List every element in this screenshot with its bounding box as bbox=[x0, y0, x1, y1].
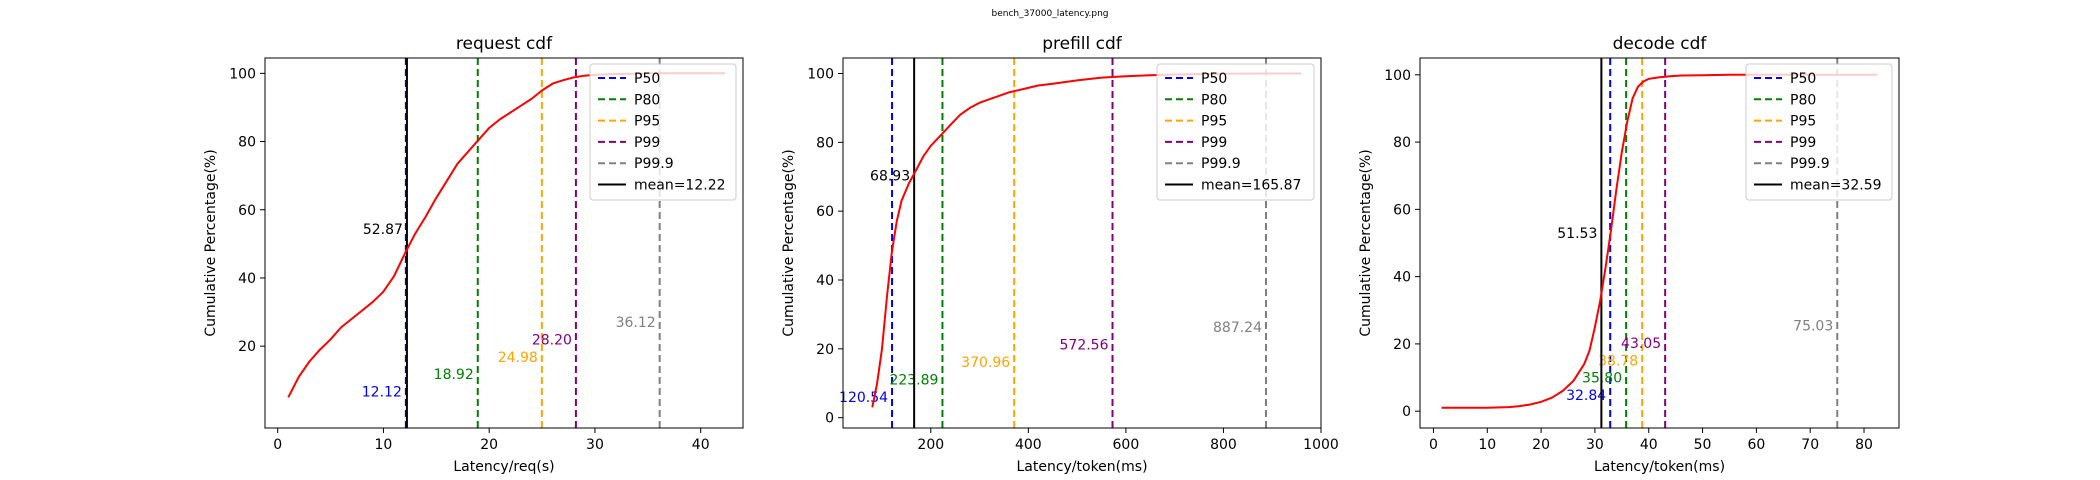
chart-request-cdf: request cdf 0 10 20 30 40 20 40 60 80 100 Latency/r… bbox=[203, 34, 744, 475]
legend-label-mean-165-87: mean=165.87 bbox=[1201, 178, 1301, 194]
cdf-line bbox=[1441, 73, 1878, 409]
percentile-label-p95: 370.96 bbox=[961, 355, 1010, 371]
legend-label-mean-32-59: mean=32.59 bbox=[1790, 178, 1882, 194]
legend-box bbox=[1156, 63, 1315, 201]
x-tick-label: 20 bbox=[1532, 437, 1550, 453]
y-tick-label: 40 bbox=[816, 273, 834, 289]
mean-value-label: 52.87 bbox=[363, 222, 403, 238]
x-tick-label: 10 bbox=[1478, 437, 1496, 453]
y-tick-label: 100 bbox=[807, 66, 834, 82]
legend-label-p99: P99 bbox=[1201, 135, 1227, 151]
legend-label-p95: P95 bbox=[1790, 114, 1816, 130]
figure-title: bench_37000_latency.png bbox=[991, 9, 1108, 19]
legend-label-p50: P50 bbox=[634, 71, 660, 87]
legend-label-mean-12-22: mean=12.22 bbox=[634, 178, 726, 194]
x-tick-label: 30 bbox=[586, 437, 604, 453]
y-tick-label: 60 bbox=[816, 204, 834, 220]
x-tick-label: 400 bbox=[1015, 437, 1042, 453]
x-tick-label: 60 bbox=[1747, 437, 1765, 453]
percentile-label-p99: 43.05 bbox=[1621, 336, 1661, 352]
legend-label-p95: P95 bbox=[1201, 114, 1227, 130]
x-axis-label: Latency/token(ms) bbox=[1594, 459, 1725, 475]
y-axis-label: Cumulative Percentage(%) bbox=[1358, 149, 1374, 336]
plot-frame bbox=[264, 57, 744, 429]
y-tick-label: 100 bbox=[229, 66, 256, 82]
x-tick-label: 0 bbox=[1429, 437, 1438, 453]
percentile-label-p95: 38.78 bbox=[1598, 353, 1638, 369]
percentile-label-p80: 18.92 bbox=[434, 367, 474, 383]
percentile-label-p99: 572.56 bbox=[1060, 338, 1109, 354]
plot-frame bbox=[842, 57, 1322, 429]
plot-frame bbox=[1419, 57, 1900, 429]
percentile-label-p99: 28.20 bbox=[532, 332, 572, 348]
y-tick-label: 40 bbox=[1393, 270, 1411, 286]
legend-label-p80: P80 bbox=[634, 92, 660, 108]
y-axis-label: Cumulative Percentage(%) bbox=[781, 149, 797, 336]
percentile-label-p50: 12.12 bbox=[362, 385, 402, 401]
x-tick-label: 50 bbox=[1694, 437, 1712, 453]
y-tick-label: 60 bbox=[238, 203, 256, 219]
legend-label-p99-9: P99.9 bbox=[1790, 156, 1830, 172]
mean-value-label: 68.93 bbox=[870, 168, 910, 184]
percentile-label-p95: 24.98 bbox=[498, 350, 538, 366]
x-tick-label: 70 bbox=[1801, 437, 1819, 453]
y-tick-label: 80 bbox=[1393, 135, 1411, 151]
y-tick-label: 0 bbox=[1402, 404, 1411, 420]
legend-label-p95: P95 bbox=[634, 114, 660, 130]
chart-title: request cdf bbox=[456, 34, 553, 54]
legend-label-p50: P50 bbox=[1790, 71, 1816, 87]
y-tick-label: 100 bbox=[1384, 68, 1411, 84]
x-tick-label: 30 bbox=[1586, 437, 1604, 453]
chart-prefill-cdf: prefill cdf 200 400 600 800 1000 0 20 40 60 80 100 L… bbox=[781, 34, 1339, 475]
x-axis-label: Latency/token(ms) bbox=[1016, 459, 1147, 475]
legend-label-p50: P50 bbox=[1201, 71, 1227, 87]
x-tick-label: 40 bbox=[692, 437, 710, 453]
legend-label-p80: P80 bbox=[1790, 92, 1816, 108]
mean-value-label: 51.53 bbox=[1557, 226, 1597, 242]
percentile-label-p50: 32.84 bbox=[1566, 388, 1606, 404]
y-tick-label: 80 bbox=[238, 135, 256, 151]
x-tick-label: 1000 bbox=[1303, 437, 1339, 453]
legend-label-p99-9: P99.9 bbox=[1201, 156, 1241, 172]
x-tick-label: 600 bbox=[1113, 437, 1140, 453]
legend-label-p99: P99 bbox=[1790, 135, 1816, 151]
percentile-label-p99-9: 75.03 bbox=[1793, 318, 1833, 334]
legend-label-p80: P80 bbox=[1201, 92, 1227, 108]
x-axis-label: Latency/req(s) bbox=[453, 459, 554, 475]
percentile-label-p99-9: 36.12 bbox=[616, 315, 656, 331]
x-tick-label: 20 bbox=[480, 437, 498, 453]
x-tick-label: 200 bbox=[917, 437, 944, 453]
legend-label-p99: P99 bbox=[634, 135, 660, 151]
y-tick-label: 20 bbox=[238, 339, 256, 355]
x-tick-label: 40 bbox=[1640, 437, 1658, 453]
y-tick-label: 60 bbox=[1393, 202, 1411, 218]
y-tick-label: 80 bbox=[816, 135, 834, 151]
y-axis-label: Cumulative Percentage(%) bbox=[203, 149, 219, 336]
legend-box bbox=[589, 63, 737, 201]
x-tick-label: 80 bbox=[1855, 437, 1873, 453]
y-tick-label: 20 bbox=[1393, 337, 1411, 353]
chart-title: prefill cdf bbox=[1042, 34, 1123, 54]
percentile-label-p50: 120.54 bbox=[839, 390, 888, 406]
x-tick-label: 0 bbox=[273, 437, 282, 453]
y-tick-label: 40 bbox=[238, 271, 256, 287]
y-tick-label: 0 bbox=[825, 411, 834, 427]
legend-box bbox=[1745, 63, 1893, 201]
y-tick-label: 20 bbox=[816, 342, 834, 358]
chart-title: decode cdf bbox=[1613, 34, 1708, 54]
x-tick-label: 800 bbox=[1210, 437, 1237, 453]
cdf-line bbox=[871, 72, 1302, 408]
legend-label-p99-9: P99.9 bbox=[634, 156, 674, 172]
percentile-label-p99-9: 887.24 bbox=[1213, 320, 1262, 336]
x-tick-label: 10 bbox=[375, 437, 393, 453]
chart-decode-cdf: decode cdf 0 10 20 30 40 50 60 70 80 0 20 40 60 80 100 L… bbox=[1358, 34, 1900, 475]
